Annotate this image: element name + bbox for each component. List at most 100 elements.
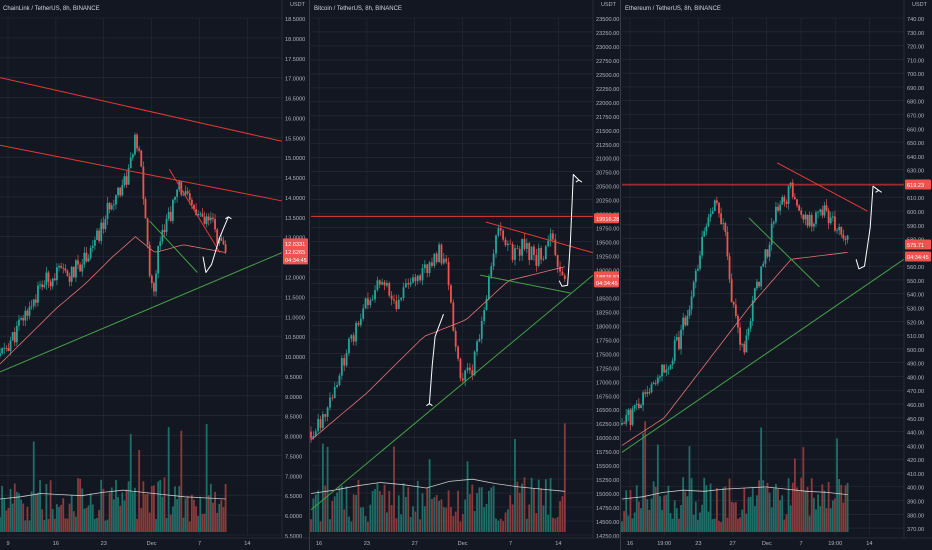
candle-body: [98, 230, 100, 241]
y-tick-label: 14250.00: [596, 534, 619, 540]
candle-body: [364, 298, 367, 309]
volume-bar: [369, 504, 372, 532]
volume-bar: [148, 512, 151, 532]
volume-bar: [98, 509, 100, 532]
candle-body: [775, 206, 777, 222]
price-label-text: 12.8331: [285, 242, 305, 248]
volume-bar: [749, 496, 752, 532]
y-tick-label: 720.00: [907, 45, 924, 51]
candle-body: [654, 382, 657, 384]
volume-bar: [665, 494, 668, 532]
candle-body: [182, 194, 185, 196]
x-tick-label: 23: [364, 541, 370, 547]
y-tick-label: 22000.00: [596, 101, 619, 107]
volume-bar: [466, 461, 469, 532]
volume-bar: [554, 518, 557, 532]
candle-body: [770, 223, 773, 245]
x-tick-label: 7: [509, 541, 512, 547]
volume-bar: [842, 502, 845, 532]
candle-body: [312, 436, 315, 439]
candle-body: [504, 239, 507, 246]
volume-bar: [741, 509, 744, 532]
candle-body: [665, 369, 668, 373]
candle-body: [138, 148, 141, 151]
volume-bar: [701, 504, 704, 532]
candle-body: [209, 217, 212, 221]
volume-bar: [186, 496, 189, 532]
candle-body: [724, 223, 727, 232]
volume-bar: [808, 515, 811, 532]
y-tick-label: 740.00: [907, 17, 924, 23]
trendline-green: [480, 274, 571, 294]
volume-bar: [134, 487, 136, 532]
volume-bar: [20, 499, 22, 532]
volume-bar: [635, 485, 638, 532]
volume-bar: [393, 446, 395, 532]
candle-body: [100, 222, 103, 241]
volume-bar: [416, 480, 419, 532]
volume-bar: [112, 499, 115, 532]
volume-bar: [167, 427, 170, 532]
volume-bar: [376, 483, 379, 532]
candle-body: [9, 340, 12, 352]
volume-bar: [732, 502, 735, 532]
y-tick-label: 370.00: [907, 527, 924, 533]
candle-body: [376, 280, 379, 291]
y-tick-label: 15.0000: [285, 156, 305, 162]
volume-bar: [96, 517, 98, 532]
volume-bar: [138, 450, 141, 532]
volume-bar: [802, 447, 805, 532]
volume-bar: [136, 518, 138, 532]
x-tick-label: 9: [6, 541, 9, 547]
candle-body: [701, 236, 704, 256]
candle-body: [806, 214, 809, 226]
volume-bar: [171, 506, 174, 532]
volume-bar: [150, 485, 153, 532]
candle-body: [447, 261, 450, 286]
candle-body: [821, 209, 824, 216]
y-tick-label: 520.00: [907, 320, 924, 326]
volume-bar: [817, 494, 819, 532]
candle-body: [452, 302, 455, 331]
chart-panel-2: 23500.00 23250.00 23000.00 22750.00 22500.00…: [310, 0, 621, 550]
volume-bar: [537, 479, 540, 532]
candle-body: [834, 216, 836, 231]
candle-body: [329, 397, 331, 408]
volume-bar: [324, 485, 327, 532]
candle-body: [457, 346, 459, 359]
volume-bar: [397, 495, 400, 532]
price-label-box: [594, 213, 619, 224]
candle-body: [45, 272, 48, 285]
volume-bar: [528, 504, 531, 532]
volume-bar: [13, 483, 16, 532]
y-tick-label: 23250.00: [596, 31, 619, 37]
x-tick-label: 14: [555, 541, 561, 547]
volume-bar: [654, 486, 657, 532]
volume-bar: [823, 490, 826, 532]
candle-body: [214, 218, 216, 230]
volume-bar: [218, 503, 221, 532]
candle-body: [53, 278, 56, 281]
y-tick-label: 440.00: [907, 431, 924, 437]
arrow-head: [225, 216, 232, 220]
volume-bar: [412, 506, 414, 532]
volume-bar: [121, 492, 124, 532]
volume-bar: [174, 486, 176, 532]
volume-bar: [521, 483, 524, 532]
candle-body: [203, 216, 206, 224]
y-tick-label: 14.5000: [285, 176, 305, 182]
volume-bar: [473, 511, 476, 532]
candle-body: [516, 248, 519, 250]
candle-body: [559, 266, 561, 272]
y-tick-label: 20500.00: [596, 185, 619, 191]
candle-body: [445, 258, 448, 262]
volume-bar: [642, 433, 644, 532]
volume-bar: [793, 458, 796, 532]
candle-body: [791, 182, 794, 198]
volume-bar: [730, 501, 733, 532]
volume-bar: [495, 518, 497, 532]
candle-body: [355, 322, 357, 342]
candle-body: [713, 200, 716, 212]
candle-body: [825, 205, 828, 211]
